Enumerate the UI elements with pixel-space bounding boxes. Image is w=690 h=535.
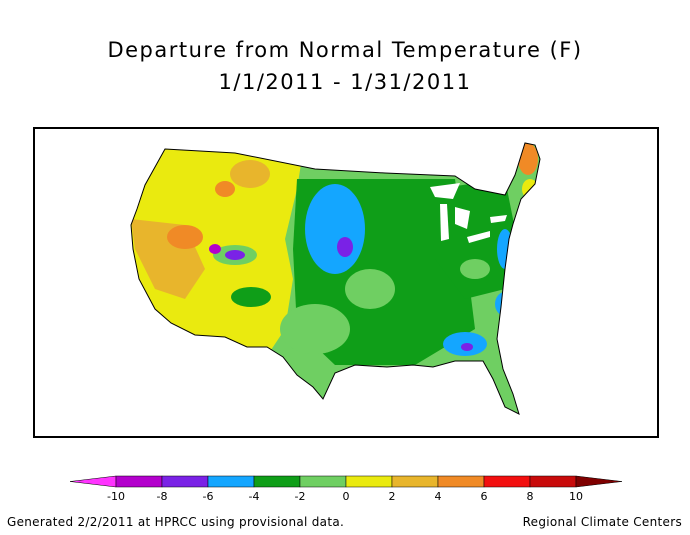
legend-low-arrow [69,475,117,488]
us-temperature-departure-map [130,142,541,415]
map-date-range: 1/1/2011 - 1/31/2011 [218,70,472,94]
lake-erie [467,231,490,243]
plains-very-cold-spot [337,237,353,257]
utah-very-cold-spot [209,244,221,254]
legend-tick-label: 10 [569,490,583,502]
legend-tick-label: 0 [343,490,350,502]
legend-bin [529,475,577,488]
map-frame [33,127,659,438]
generated-note: Generated 2/2/2011 at HPRCC using provis… [7,515,345,529]
lake-ontario [490,215,507,223]
nevada-warm-spot [167,225,203,249]
southeast-very-cold-spot [461,343,473,351]
legend-tick-label: 6 [481,490,488,502]
legend-tick-label: -4 [249,490,260,502]
legend-bin [483,475,531,488]
legend-tick-label: -2 [295,490,306,502]
montana-warm-spot [230,160,270,188]
lake-michigan [440,204,449,241]
carolina-cold-spot [495,292,515,316]
lake-huron [455,207,470,229]
legend-bin [161,475,209,488]
legend-tick-label: 8 [527,490,534,502]
idaho-warm-spot [215,181,235,197]
legend-high-arrow [575,475,623,488]
legend-bin [253,475,301,488]
legend-bin [207,475,255,488]
legend-tick-label: 4 [435,490,442,502]
source-credit: Regional Climate Centers [522,515,682,529]
lake-superior [430,183,460,199]
color-legend: -10 -8 -6 -4 -2 0 2 4 6 8 10 [69,475,623,502]
legend-tick-label: -10 [107,490,125,502]
south-central-mild-region [345,269,395,309]
colorado-cool-spot [231,287,271,307]
legend-bin [345,475,393,488]
legend-bin [115,475,163,488]
appalachian-mild-spot [460,259,490,279]
legend-bin [391,475,439,488]
legend-tick-label: 2 [389,490,396,502]
texas-mild-region [280,304,350,354]
legend-tick-label: -8 [157,490,168,502]
plains-cold-region [305,184,365,274]
mid-atlantic-cold-strip [497,229,513,269]
legend-bin [437,475,485,488]
legend-tick-label: -6 [203,490,214,502]
utah-cold-spot [225,250,245,260]
legend-bin [299,475,347,488]
map-title: Departure from Normal Temperature (F) [107,38,583,62]
maine-warm-spot [518,143,538,175]
